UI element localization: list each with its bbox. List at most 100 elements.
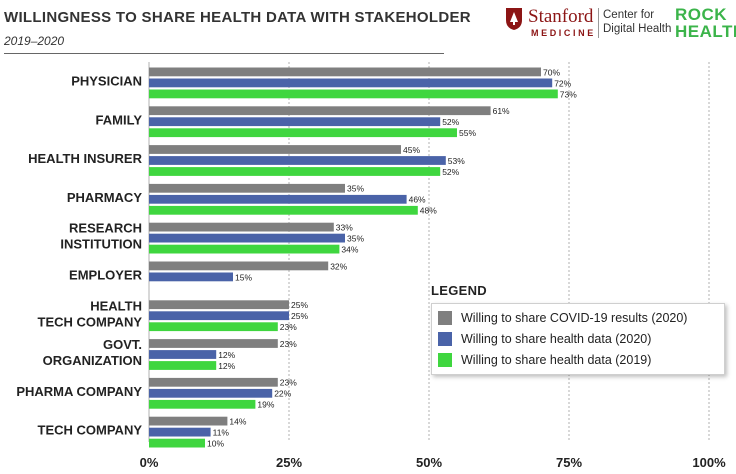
bar (149, 427, 211, 437)
data-label: 73% (560, 89, 577, 99)
data-label: 25% (291, 300, 308, 310)
bar (149, 261, 329, 271)
data-label: 23% (280, 322, 297, 332)
bar (149, 183, 345, 193)
data-label: 14% (229, 417, 246, 427)
x-tick-label: 0% (140, 455, 159, 470)
legend-swatch-health-2020 (438, 331, 452, 346)
data-label: 35% (347, 184, 364, 194)
category-label: INSTITUTION (60, 237, 142, 252)
bar (149, 399, 256, 409)
bar (149, 233, 345, 243)
data-label: 10% (207, 439, 224, 449)
data-label: 15% (235, 272, 252, 282)
bar (149, 438, 205, 448)
bar (149, 272, 233, 282)
center-digital-health-logo: Center for Digital Health (603, 8, 671, 36)
data-label: 52% (442, 167, 459, 177)
legend-item-health-2020: Willing to share health data (2020) (438, 328, 718, 349)
data-label: 46% (409, 195, 426, 205)
data-label: 61% (493, 106, 510, 116)
chart-subtitle: 2019–2020 (4, 34, 65, 48)
legend-title: LEGEND (431, 283, 487, 298)
bar (149, 128, 457, 138)
category-label: HEALTH INSURER (28, 151, 142, 166)
bar (149, 67, 541, 77)
legend-label-health-2019: Willing to share health data (2019) (461, 352, 652, 367)
bar (149, 89, 558, 99)
legend-box: Willing to share COVID-19 results (2020)… (431, 303, 725, 375)
bar (149, 78, 553, 88)
data-label: 34% (341, 245, 358, 255)
logo-group: Stanford MEDICINE Center for Digital Hea… (505, 5, 736, 45)
bar (149, 194, 407, 204)
data-label: 23% (280, 378, 297, 388)
data-label: 45% (403, 145, 420, 155)
legend: LEGEND Willing to share COVID-19 results… (431, 283, 725, 375)
category-label: RESEARCH (69, 221, 142, 236)
bar (149, 156, 446, 165)
legend-item-health-2019: Willing to share health data (2019) (438, 349, 718, 370)
data-label: 12% (218, 350, 235, 360)
legend-label-health-2020: Willing to share health data (2020) (461, 331, 652, 346)
data-label: 55% (459, 128, 476, 138)
data-label: 25% (291, 311, 308, 321)
data-label: 70% (543, 67, 560, 77)
data-label: 33% (336, 223, 353, 233)
category-label: FAMILY (96, 112, 143, 127)
category-label: HEALTH (90, 298, 142, 313)
category-label: PHYSICIAN (71, 74, 142, 89)
data-label: 32% (330, 261, 347, 271)
bar (149, 388, 273, 398)
x-tick-label: 50% (416, 455, 442, 470)
category-label: ORGANIZATION (43, 353, 142, 368)
bar (149, 117, 441, 127)
bar (149, 106, 491, 116)
data-label: 19% (257, 400, 274, 410)
category-label: PHARMA COMPANY (16, 384, 142, 399)
legend-swatch-covid-2020 (438, 310, 452, 325)
x-tick-label: 25% (276, 455, 302, 470)
category-label: EMPLOYER (69, 268, 143, 283)
data-label: 35% (347, 234, 364, 244)
x-tick-label: 100% (692, 455, 726, 470)
data-label: 53% (448, 156, 465, 166)
logo-divider (598, 8, 599, 38)
stanford-wordmark: Stanford (528, 6, 594, 27)
rock-health-logo: ROCK HEALTH (675, 6, 736, 40)
bar (149, 311, 289, 321)
category-label: TECH COMPANY (38, 314, 143, 329)
bar (149, 244, 340, 254)
bar (149, 322, 278, 332)
bar (149, 361, 217, 370)
legend-swatch-health-2019 (438, 352, 452, 367)
bar (149, 222, 334, 232)
title-divider (4, 53, 444, 54)
legend-label-covid-2020: Willing to share COVID-19 results (2020) (461, 310, 688, 325)
legend-item-covid-2020: Willing to share COVID-19 results (2020) (438, 307, 718, 328)
category-label: TECH COMPANY (38, 423, 143, 438)
data-label: 48% (420, 206, 437, 216)
bar (149, 350, 217, 359)
data-label: 11% (213, 428, 230, 438)
category-label: PHARMACY (67, 190, 142, 205)
bar (149, 300, 289, 310)
rock-line-2: HEALTH (675, 22, 736, 41)
data-label: 52% (442, 117, 459, 127)
x-tick-label: 75% (556, 455, 582, 470)
bar (149, 145, 401, 154)
stanford-medicine-wordmark: MEDICINE (531, 28, 596, 38)
data-label: 72% (554, 78, 571, 88)
category-label: GOVT. (103, 337, 142, 352)
bar (149, 167, 441, 176)
bar (149, 416, 228, 426)
rock-line-1: ROCK (675, 5, 728, 24)
stanford-seal-icon (506, 8, 522, 30)
bar (149, 377, 278, 387)
center-line-1: Center for (603, 9, 655, 21)
bar (149, 339, 278, 348)
center-line-2: Digital Health (603, 23, 672, 35)
data-label: 23% (280, 339, 297, 349)
bar (149, 205, 418, 215)
